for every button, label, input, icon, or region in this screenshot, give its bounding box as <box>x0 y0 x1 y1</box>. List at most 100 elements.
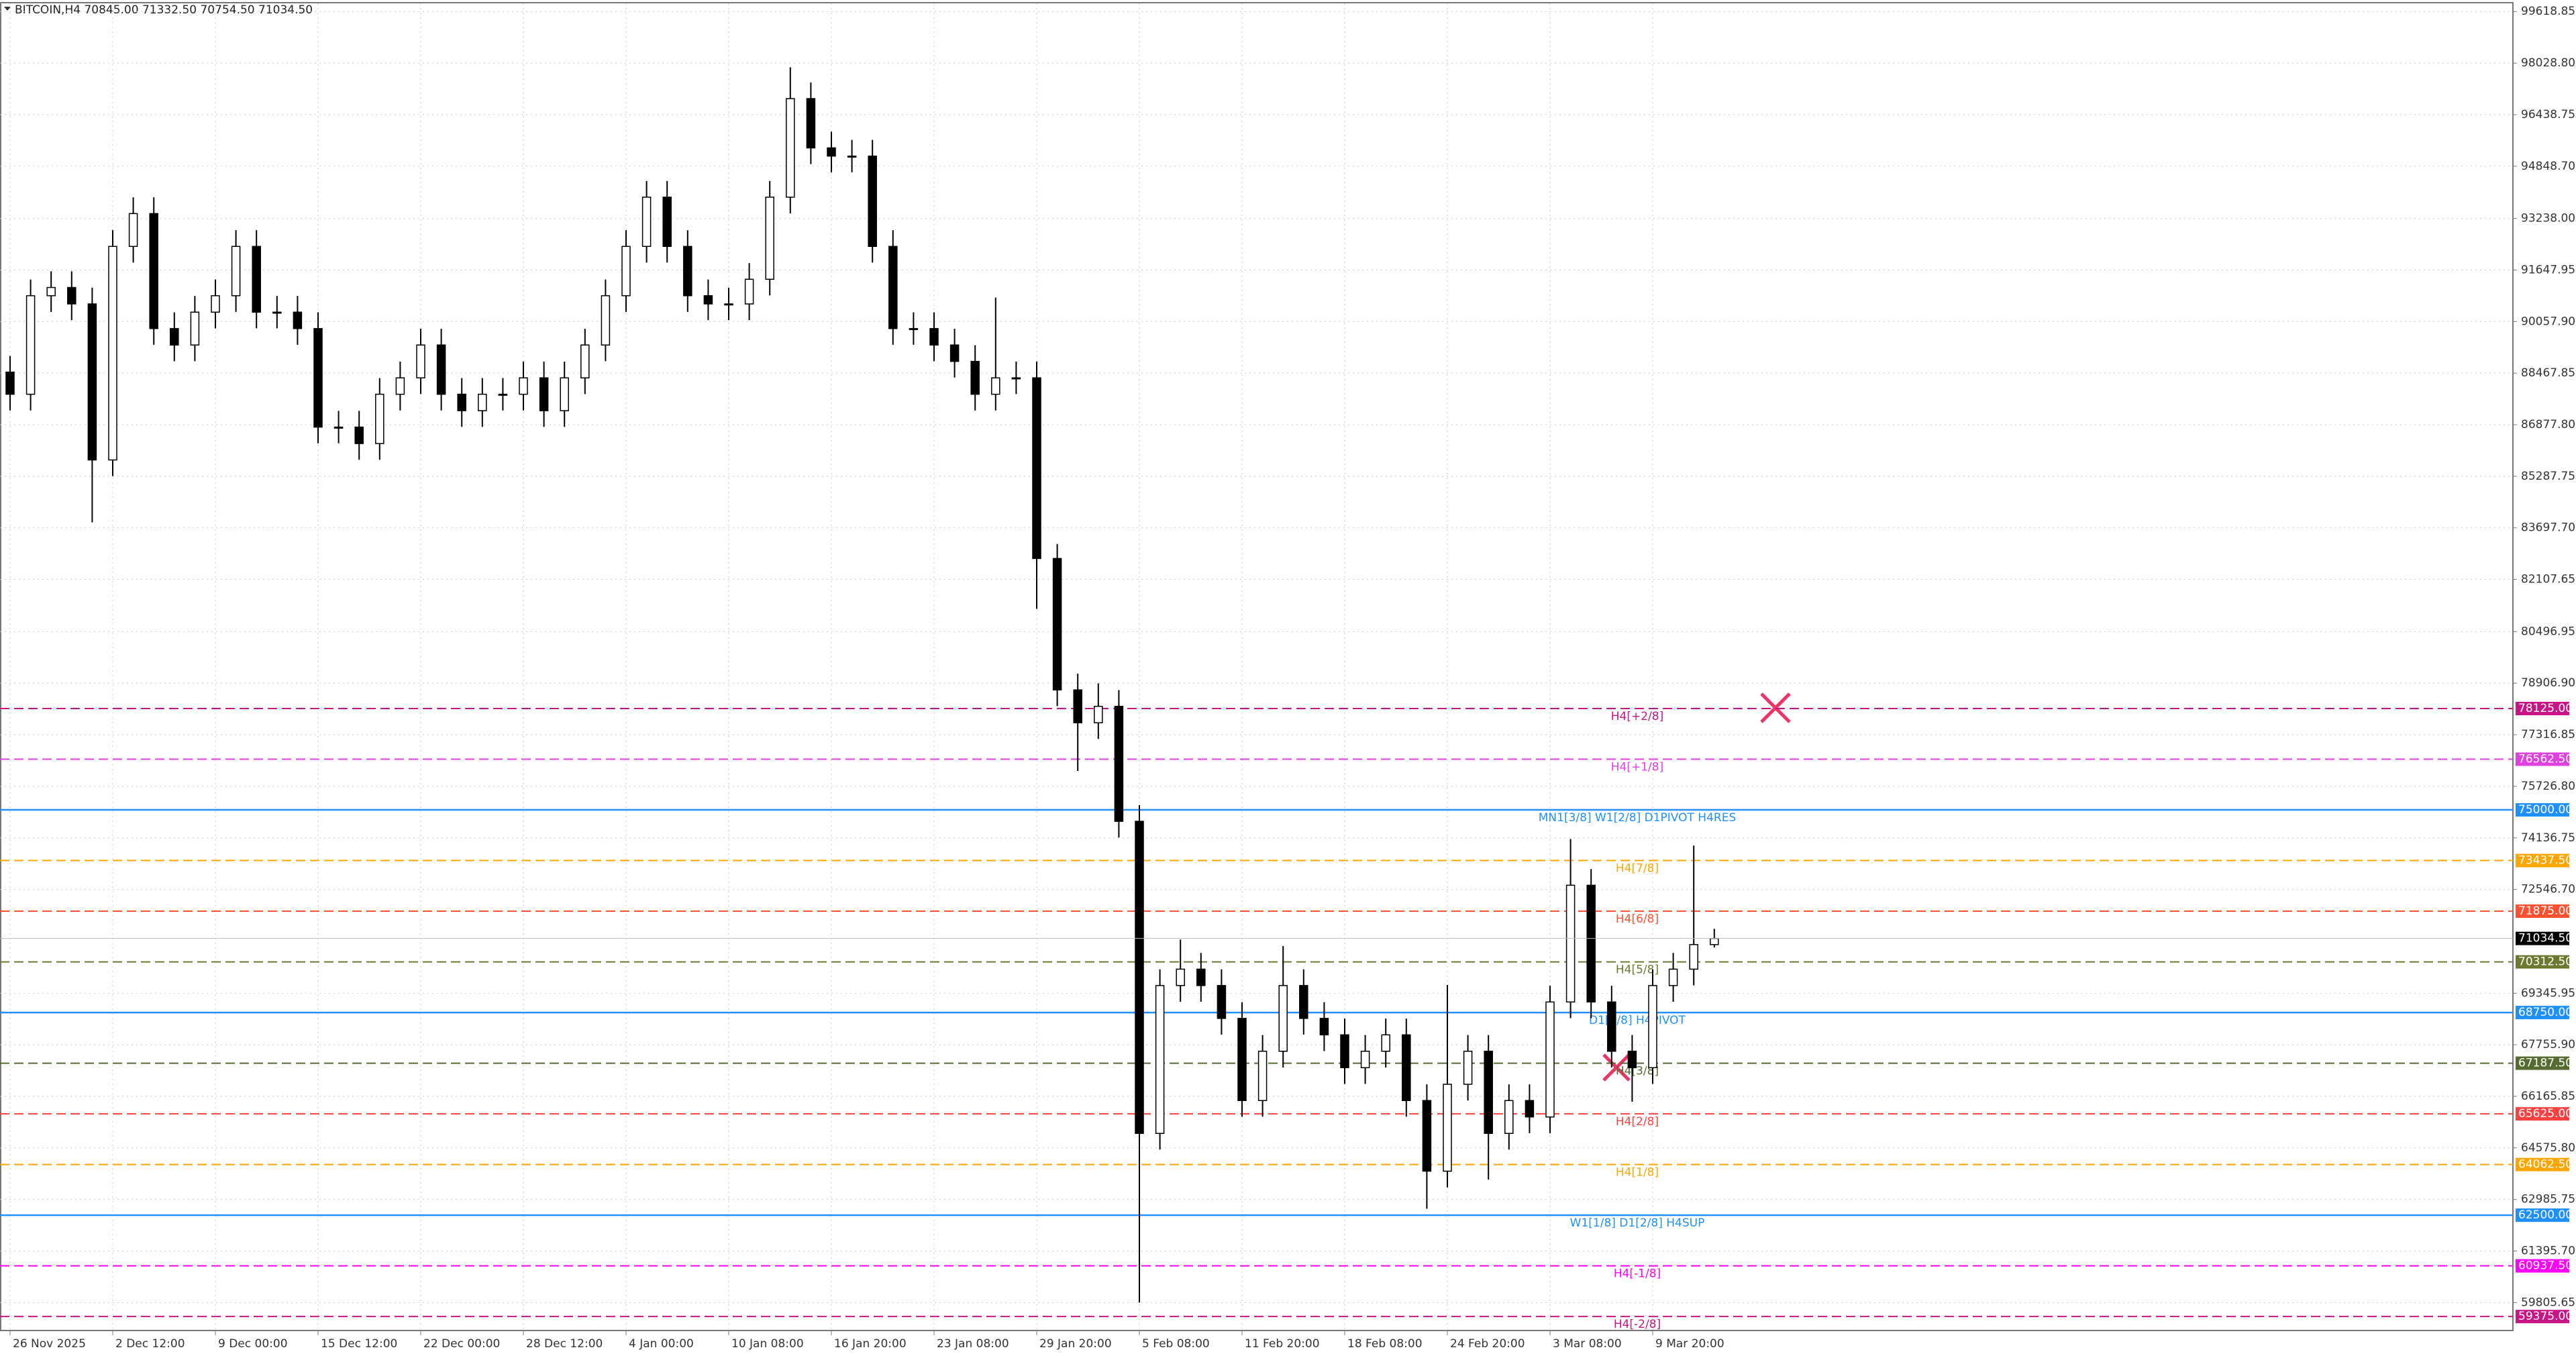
candle <box>190 296 200 362</box>
x-tick-label: 9 Mar 20:00 <box>1655 1337 1724 1351</box>
candle <box>354 411 364 460</box>
candle <box>1422 1084 1432 1209</box>
x-tick-label: 23 Jan 08:00 <box>937 1337 1009 1351</box>
price-label: 78125.00 <box>2518 702 2573 715</box>
candle-body <box>539 377 549 411</box>
y-tick-label: 64575.80 <box>2521 1141 2575 1155</box>
candle-body <box>868 155 877 248</box>
candle <box>1648 969 1657 1084</box>
price-label-box <box>2516 1006 2569 1020</box>
candle <box>1299 969 1308 1035</box>
candle-body <box>1257 1051 1268 1102</box>
cross-stroke <box>1760 692 1791 723</box>
candle-body <box>333 426 344 429</box>
candle-body <box>25 295 36 395</box>
candle-body <box>1114 705 1124 822</box>
candle-body <box>1237 1018 1247 1102</box>
price-label: 59375.00 <box>2518 1310 2573 1323</box>
candle <box>108 230 117 476</box>
level-label: H4[1/8] <box>1616 1166 1659 1180</box>
candle-body <box>498 393 508 396</box>
price-label-box <box>2516 955 2569 969</box>
y-tick-label: 72546.70 <box>2521 883 2575 896</box>
candle-body <box>1196 968 1206 986</box>
candle-body <box>1586 884 1596 1003</box>
price-label-box <box>2516 803 2569 817</box>
x-tick-label: 26 Nov 2025 <box>13 1337 86 1351</box>
candle-body <box>313 327 323 428</box>
candle <box>519 361 528 411</box>
level-label: D1[3/8] H4PIVOT <box>1589 1014 1686 1027</box>
y-tick-label: 69345.95 <box>2521 986 2575 1000</box>
candle <box>1340 1019 1349 1084</box>
candle <box>1668 953 1678 1002</box>
candle <box>1052 543 1062 707</box>
y-tick-label: 96438.75 <box>2521 108 2575 121</box>
candle <box>436 329 446 411</box>
candle <box>868 140 877 263</box>
candle <box>1176 939 1185 1002</box>
y-tick-label: 98028.80 <box>2521 56 2575 70</box>
candle <box>1525 1084 1535 1133</box>
candle <box>128 197 138 263</box>
candle <box>170 312 179 362</box>
y-tick-label: 99618.85 <box>2521 5 2575 18</box>
price-label-box <box>2516 1208 2569 1222</box>
candle-body <box>765 197 774 280</box>
candle <box>601 279 611 362</box>
candle-body <box>1299 985 1308 1019</box>
candle <box>67 271 76 321</box>
candle-body <box>1155 985 1165 1134</box>
candle-body <box>375 393 384 444</box>
candle <box>1196 953 1206 1002</box>
price-label: 62500.00 <box>2518 1208 2573 1222</box>
level-label: H4[3/8] <box>1616 1065 1659 1078</box>
candle <box>1217 969 1227 1035</box>
candle <box>211 279 220 329</box>
y-tick-label: 75726.80 <box>2521 780 2575 793</box>
candle-body <box>457 393 466 411</box>
candle-body <box>1032 377 1041 560</box>
candle-body <box>395 377 405 395</box>
chart-title: BITCOIN,H4 70845.00 71332.50 70754.50 71… <box>15 3 313 17</box>
candle <box>416 329 425 395</box>
y-tick-label: 83697.70 <box>2521 521 2575 535</box>
candle <box>888 230 898 345</box>
candle-body <box>1094 705 1103 723</box>
candle-body <box>1484 1051 1493 1134</box>
x-tick-label: 24 Feb 20:00 <box>1450 1337 1525 1351</box>
candle-body <box>1381 1034 1390 1052</box>
candle-body <box>272 311 282 314</box>
candle-body <box>1422 1100 1432 1172</box>
candle <box>1381 1019 1390 1067</box>
candle <box>621 230 631 312</box>
candle-body <box>683 246 692 297</box>
candle <box>1504 1084 1514 1150</box>
candle-body <box>1073 689 1082 723</box>
y-tick-label: 59805.65 <box>2521 1296 2575 1309</box>
x-tick-label: 5 Feb 08:00 <box>1142 1337 1210 1351</box>
level-label: H4[7/8] <box>1616 862 1659 876</box>
price-label: 71875.00 <box>2518 904 2573 918</box>
candle-body <box>87 303 97 461</box>
price-label-box <box>2516 853 2569 868</box>
price-label: 65625.00 <box>2518 1107 2573 1120</box>
x-tick-label: 4 Jan 00:00 <box>629 1337 694 1351</box>
y-tick-label: 62985.75 <box>2521 1193 2575 1206</box>
candle <box>1237 1002 1247 1117</box>
candle-body <box>108 246 117 461</box>
y-tick-label: 86877.80 <box>2521 418 2575 431</box>
candle <box>1443 985 1452 1188</box>
candle <box>272 296 282 329</box>
candle-body <box>170 327 179 346</box>
candle <box>1360 1035 1370 1084</box>
candle-body <box>662 197 672 248</box>
candle-body <box>827 147 836 157</box>
candle-body <box>580 344 590 378</box>
candle <box>847 140 857 172</box>
plot-frame <box>0 2 2514 1331</box>
candle-body <box>478 393 487 411</box>
candle-body <box>231 246 241 297</box>
candle-body <box>1607 1001 1616 1052</box>
